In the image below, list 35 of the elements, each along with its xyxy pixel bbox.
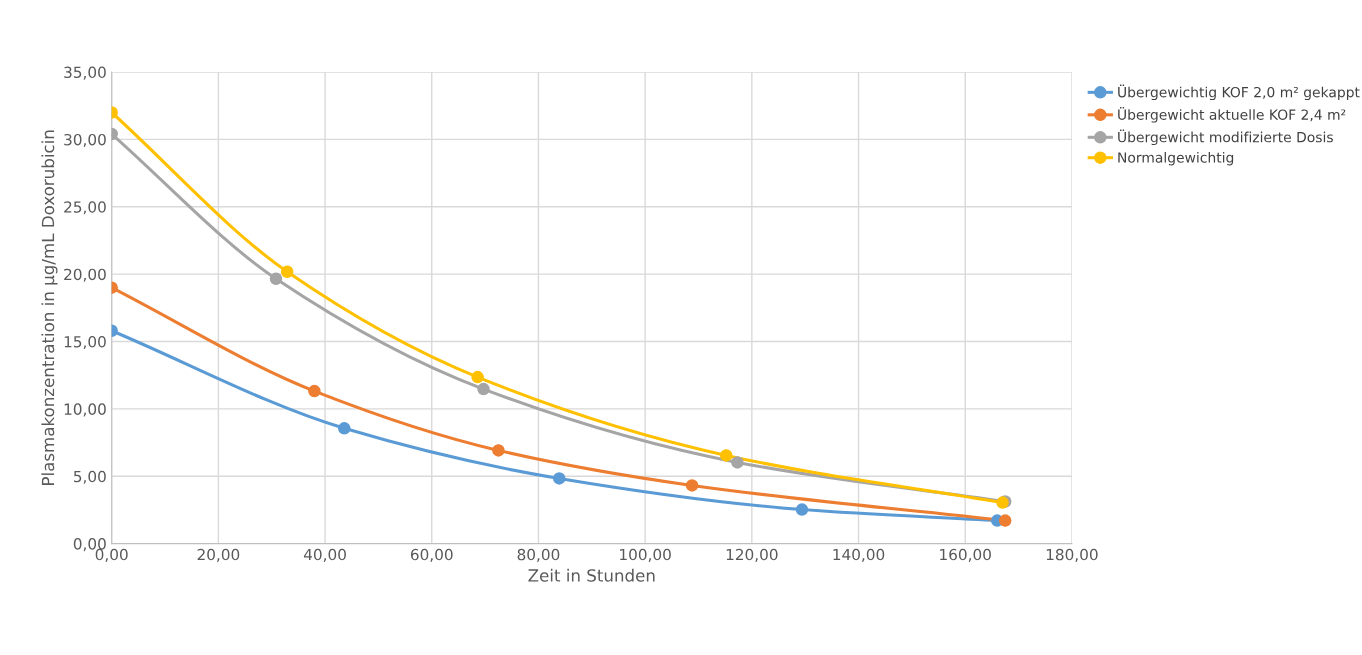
point <box>731 456 744 469</box>
y-tick-label: 5,00 <box>73 470 106 484</box>
x-tick-label: 180,00 <box>1046 548 1098 562</box>
y-axis-title: Plasmakonzentration in µg/mL Doxorubicin <box>41 130 58 485</box>
y-tick-label: 15,00 <box>64 336 106 350</box>
point <box>492 444 505 457</box>
point <box>685 479 699 492</box>
point <box>998 514 1012 527</box>
point <box>280 265 294 278</box>
y-tick-label: 25,00 <box>64 201 106 215</box>
x-tick-label: 160,00 <box>940 548 991 562</box>
point <box>308 384 321 398</box>
y-tick-label: 20,00 <box>64 268 106 282</box>
legend-label: Normalgewichtig <box>1118 152 1234 166</box>
legend-label: Übergewicht aktuelle KOF 2,4 m² <box>1118 107 1346 123</box>
x-axis-title: Zeit in Stunden <box>528 568 655 582</box>
x-tick-label: 60,00 <box>410 548 453 562</box>
y-tick-label: 30,00 <box>64 133 106 147</box>
legend-label: Übergewichtig KOF 2,0 m² gekappt <box>1118 84 1360 101</box>
x-tick-label: 120,00 <box>726 548 778 562</box>
y-tick-label: 10,00 <box>64 403 106 417</box>
point <box>338 422 351 435</box>
point <box>471 370 484 384</box>
point <box>552 472 566 485</box>
x-tick-label: 140,00 <box>833 548 885 562</box>
x-tick-label: 80,00 <box>517 548 560 562</box>
point <box>719 449 733 462</box>
y-tick-label: 35,00 <box>64 66 106 80</box>
point <box>477 382 490 396</box>
point <box>795 503 809 516</box>
legend-label: Übergewicht modifizierte Dosis <box>1118 129 1333 146</box>
point <box>269 272 283 285</box>
x-tick-label: 100,00 <box>620 548 671 562</box>
x-tick-label: 40,00 <box>303 548 346 562</box>
x-tick-label: 20,00 <box>197 548 240 562</box>
